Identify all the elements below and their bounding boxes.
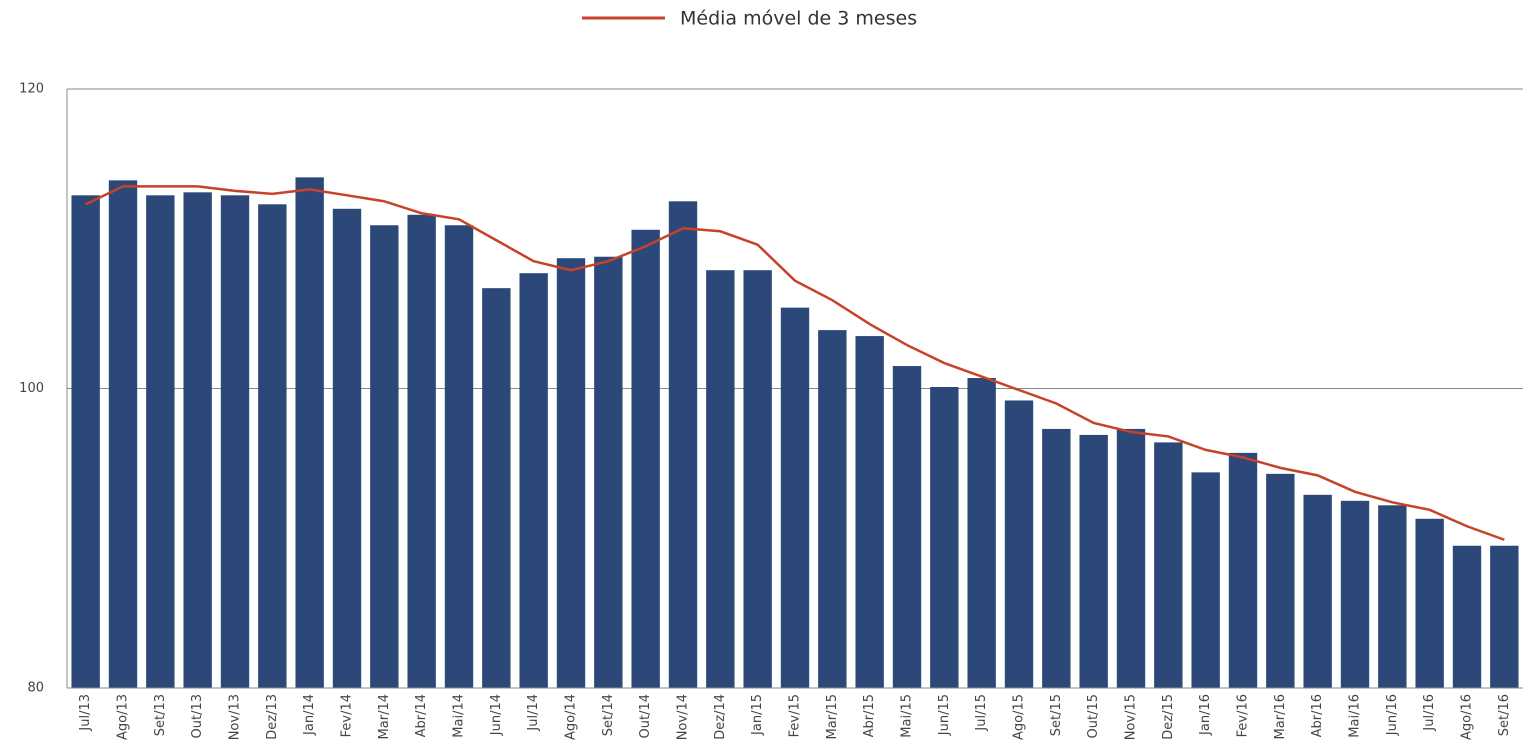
- bar: [780, 307, 810, 688]
- x-tick-label: Jan/15: [750, 694, 765, 736]
- x-tick-label: Jun/15: [937, 694, 952, 736]
- bar: [183, 192, 212, 688]
- bar: [1378, 505, 1407, 688]
- x-tick-label: Jan/14: [302, 694, 317, 736]
- bar: [482, 288, 511, 688]
- x-tick-label: Nov/14: [676, 694, 691, 740]
- x-tick-label: Mar/16: [1273, 694, 1288, 739]
- bar: [1266, 473, 1295, 688]
- bar: [1452, 545, 1482, 688]
- x-tick-label: Abr/15: [862, 694, 877, 737]
- bar: [743, 270, 772, 688]
- x-tick-label: Fev/15: [788, 694, 803, 737]
- x-tick-label: Set/13: [153, 694, 168, 736]
- x-tick-label: Ago/13: [116, 694, 131, 740]
- bar: [1079, 434, 1108, 688]
- bar: [1228, 452, 1258, 688]
- y-tick-label: 120: [19, 82, 44, 97]
- bar: [108, 180, 138, 688]
- x-tick-label: Jul/13: [78, 694, 93, 732]
- x-tick-label: Mar/15: [825, 694, 840, 739]
- x-tick-label: Out/13: [190, 694, 205, 739]
- x-tick-label: Ago/15: [1012, 694, 1027, 740]
- bar: [295, 177, 324, 689]
- bar: [855, 336, 884, 688]
- bar: [1490, 545, 1519, 688]
- x-tick-label: Dez/14: [713, 694, 728, 740]
- x-tick-label: Ago/16: [1460, 694, 1475, 740]
- x-tick-label: Nov/13: [228, 694, 243, 740]
- x-tick-label: Abr/16: [1310, 694, 1325, 737]
- bar: [818, 330, 847, 688]
- bar: [668, 201, 698, 688]
- bar: [594, 256, 623, 688]
- bar: [71, 195, 100, 688]
- x-tick-label: Dez/13: [265, 694, 280, 740]
- bar: [1004, 400, 1034, 688]
- x-tick-label: Mai/16: [1348, 694, 1363, 738]
- bar: [556, 258, 586, 688]
- bar: [706, 270, 735, 688]
- bar: [146, 195, 175, 688]
- bar: [258, 204, 287, 688]
- x-tick-label: Mai/15: [900, 694, 915, 738]
- bar: [1154, 442, 1183, 688]
- x-tick-label: Dez/15: [1161, 694, 1176, 740]
- bar: [1191, 472, 1220, 688]
- x-tick-label: Out/15: [1086, 694, 1101, 739]
- x-tick-label: Set/14: [601, 694, 616, 736]
- x-tick-label: Set/16: [1497, 694, 1512, 736]
- x-tick-label: Mai/14: [452, 694, 467, 738]
- line: [85, 185, 1505, 541]
- bar: [332, 208, 362, 689]
- bar: [1303, 494, 1332, 688]
- bar: [892, 366, 922, 688]
- bar: [631, 229, 660, 688]
- x-tick-label: Out/14: [638, 694, 653, 739]
- bar: [519, 273, 548, 688]
- x-tick-label: Fev/14: [340, 694, 355, 737]
- y-tick-label: 80: [27, 681, 44, 696]
- bar: [967, 378, 996, 688]
- x-tick-label: Abr/14: [414, 694, 429, 737]
- legend-label: Média móvel de 3 meses: [680, 8, 917, 30]
- x-tick-label: Jun/14: [489, 694, 504, 736]
- y-tick-label: 100: [19, 381, 44, 396]
- bar: [1340, 500, 1370, 688]
- bar: [370, 225, 399, 688]
- x-tick-label: Jul/16: [1422, 694, 1437, 732]
- bar: [444, 225, 474, 688]
- bar: [930, 387, 959, 688]
- x-tick-label: Set/15: [1049, 694, 1064, 736]
- bar: [1415, 518, 1444, 688]
- x-tick-label: Mar/14: [377, 694, 392, 739]
- x-tick-label: Nov/15: [1124, 694, 1139, 740]
- bar: [407, 214, 436, 689]
- x-tick-label: Jul/15: [974, 694, 989, 732]
- x-tick-label: Fev/16: [1236, 694, 1251, 737]
- x-tick-label: Jan/16: [1198, 694, 1213, 736]
- bar: [220, 195, 250, 688]
- x-tick-label: Ago/14: [564, 694, 579, 740]
- bar: [1042, 428, 1071, 688]
- bar: [1116, 428, 1146, 688]
- x-tick-label: Jul/14: [526, 694, 541, 732]
- x-tick-label: Jun/16: [1385, 694, 1400, 736]
